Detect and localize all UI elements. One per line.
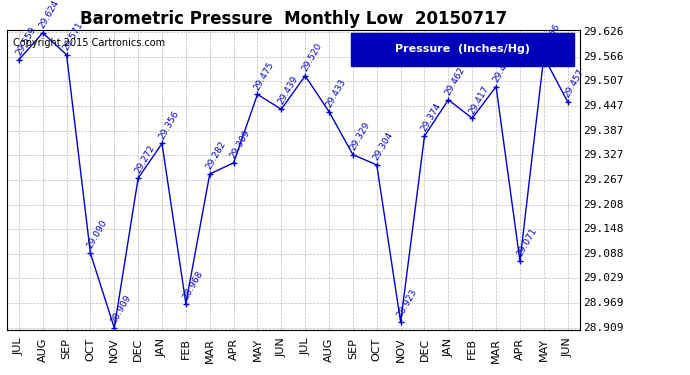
Text: 29.439: 29.439 — [276, 75, 299, 106]
Text: 29.374: 29.374 — [420, 102, 443, 133]
Text: 29.282: 29.282 — [205, 140, 228, 171]
Text: Copyright 2015 Cartronics.com: Copyright 2015 Cartronics.com — [12, 38, 165, 48]
Text: 29.304: 29.304 — [372, 130, 395, 162]
Text: 28.923: 28.923 — [395, 288, 419, 320]
Text: 29.208: 29.208 — [583, 200, 624, 210]
Text: 29.090: 29.090 — [86, 219, 109, 251]
Text: 28.909: 28.909 — [583, 323, 624, 333]
Text: Pressure  (Inches/Hg): Pressure (Inches/Hg) — [395, 45, 530, 54]
Text: 29.462: 29.462 — [444, 65, 466, 97]
Text: 29.457: 29.457 — [562, 68, 586, 99]
Text: 29.267: 29.267 — [583, 175, 624, 185]
Text: 29.566: 29.566 — [539, 22, 562, 54]
Text: 29.088: 29.088 — [583, 249, 624, 259]
Text: 29.387: 29.387 — [583, 126, 624, 136]
FancyBboxPatch shape — [351, 33, 574, 66]
Text: 29.272: 29.272 — [133, 144, 157, 176]
Text: 29.433: 29.433 — [324, 77, 348, 109]
Text: 29.309: 29.309 — [228, 128, 252, 160]
Text: 29.626: 29.626 — [583, 27, 624, 37]
Text: 29.559: 29.559 — [14, 25, 37, 57]
Text: 29.520: 29.520 — [300, 41, 324, 73]
Text: 28.969: 28.969 — [583, 298, 624, 308]
Text: 29.329: 29.329 — [348, 120, 371, 152]
Text: 29.327: 29.327 — [583, 150, 624, 160]
Text: 29.029: 29.029 — [583, 273, 624, 284]
Text: 29.494: 29.494 — [491, 52, 515, 84]
Text: 28.968: 28.968 — [181, 269, 204, 301]
Text: 29.148: 29.148 — [583, 224, 624, 234]
Text: 29.624: 29.624 — [38, 0, 61, 30]
Title: Barometric Pressure  Monthly Low  20150717: Barometric Pressure Monthly Low 20150717 — [79, 10, 507, 28]
Text: 29.071: 29.071 — [515, 226, 538, 258]
Text: 29.507: 29.507 — [583, 76, 624, 86]
Text: 28.909: 28.909 — [109, 293, 132, 325]
Text: 29.356: 29.356 — [157, 109, 181, 141]
Text: 29.571: 29.571 — [61, 20, 85, 52]
Text: 29.447: 29.447 — [583, 101, 624, 111]
Text: 29.417: 29.417 — [467, 84, 491, 116]
Text: 29.475: 29.475 — [253, 60, 276, 92]
Text: 29.566: 29.566 — [583, 52, 624, 62]
